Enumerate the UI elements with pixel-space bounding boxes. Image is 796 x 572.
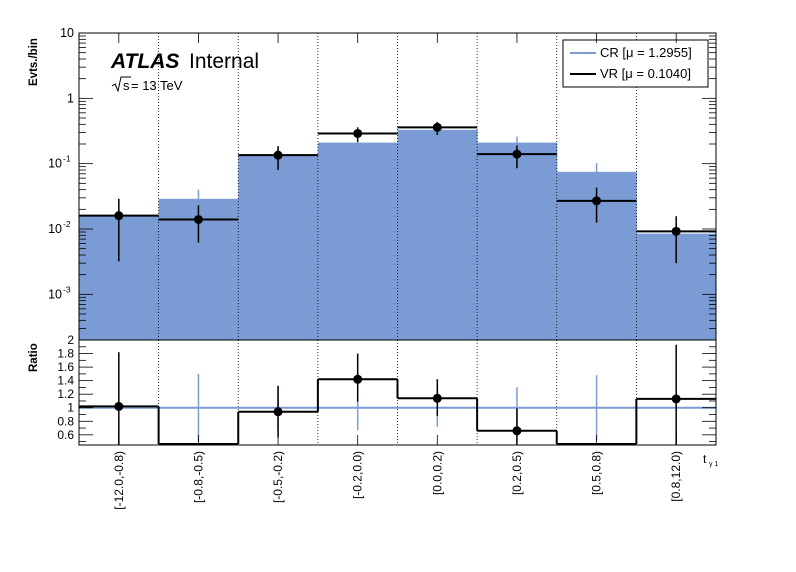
vr-point-7 bbox=[671, 226, 681, 236]
cr-histogram-fill bbox=[79, 129, 717, 340]
x-tick-label: [0.5,0.8) bbox=[590, 451, 604, 495]
energy-s: s bbox=[123, 78, 130, 93]
cr-bar-2 bbox=[238, 154, 319, 340]
ratio-point-7 bbox=[671, 394, 681, 404]
experiment-label: ATLAS bbox=[110, 50, 179, 73]
vr-point-0 bbox=[114, 211, 124, 221]
ratio-y-tick-label: 1.4 bbox=[57, 374, 74, 388]
vr-point-3 bbox=[353, 128, 363, 138]
ratio-frame bbox=[78, 339, 717, 446]
ratio-y-tick-label: 1.6 bbox=[57, 360, 74, 374]
ratio-y-tick-label: 1.8 bbox=[57, 347, 74, 361]
x-axis-title-subscript: γ 1 bbox=[709, 461, 718, 468]
main-y-tick-label: 1 bbox=[67, 91, 74, 105]
x-axis-title: t bbox=[703, 452, 707, 466]
status-label: Internal bbox=[189, 50, 259, 73]
ratio-panel: 21.81.61.41.210.80.6 Ratio [-12.0,-0.8)[… bbox=[28, 33, 718, 510]
vr-series bbox=[79, 121, 716, 264]
ratio-y-tick-label: 1 bbox=[67, 401, 74, 415]
ratio-y-axis: 21.81.61.41.210.80.6 bbox=[57, 333, 716, 443]
sqrt-sign bbox=[111, 76, 131, 93]
ratio-y-axis-label: Ratio bbox=[28, 343, 40, 372]
x-tick-label: [0.0,0.2) bbox=[430, 451, 444, 495]
main-y-tick-exponent: -1 bbox=[63, 154, 71, 164]
vr-point-2 bbox=[273, 150, 283, 160]
legend-vr-label: VR [μ = 0.1040] bbox=[600, 66, 691, 81]
ratio-y-tick-label: 1.2 bbox=[57, 387, 74, 401]
legend-cr-label: CR [μ = 1.2955] bbox=[600, 45, 692, 60]
ratio-point-2 bbox=[273, 407, 283, 417]
main-y-tick-label: 10 bbox=[48, 287, 62, 301]
x-tick-label: [-0.5,-0.2) bbox=[271, 451, 285, 503]
cr-bar-5 bbox=[477, 142, 558, 340]
vr-point-6 bbox=[592, 196, 602, 206]
x-tick-label: [-0.2,0.0) bbox=[351, 451, 365, 499]
x-tick-label: [-12.0,-0.8) bbox=[112, 451, 126, 510]
x-tick-label: [-0.8,-0.5) bbox=[191, 451, 205, 503]
main-y-tick-label: 10 bbox=[48, 222, 62, 236]
main-y-tick-exponent: -3 bbox=[63, 284, 71, 294]
ratio-point-3 bbox=[353, 374, 363, 384]
ratio-point-0 bbox=[114, 401, 124, 411]
atlas-label: ATLAS Internal s = 13 TeV bbox=[110, 50, 259, 93]
main-y-tick-label: 10 bbox=[48, 157, 62, 171]
ratio-y-tick-label: 0.6 bbox=[57, 428, 74, 442]
vr-point-1 bbox=[193, 214, 203, 224]
ratio-y-tick-label: 2 bbox=[67, 333, 74, 347]
legend-box bbox=[562, 39, 709, 88]
ratio-vr-series bbox=[79, 344, 716, 445]
x-tick-label: [0.2,0.5) bbox=[510, 451, 524, 495]
x-axis: [-12.0,-0.8) [-0.8,-0.5) [-0.5,-0.2) [-0.2,… bbox=[112, 33, 683, 510]
main-y-tick-exponent: -2 bbox=[63, 219, 71, 229]
ratio-point-5 bbox=[512, 426, 522, 436]
cr-bar-3 bbox=[317, 142, 398, 340]
vr-point-5 bbox=[512, 149, 522, 159]
main-y-tick-label: 10 bbox=[60, 26, 74, 40]
energy-label: = 13 TeV bbox=[131, 78, 183, 93]
cr-bar-4 bbox=[397, 129, 478, 340]
ratio-point-4 bbox=[432, 393, 442, 403]
ratio-y-tick-label: 0.8 bbox=[57, 414, 74, 428]
x-tick-label: [0.8,12.0) bbox=[669, 451, 683, 502]
vr-point-4 bbox=[432, 122, 442, 132]
main-y-axis-label: Evts./bin bbox=[28, 38, 40, 86]
legend: CR [μ = 1.2955] VR [μ = 0.1040] bbox=[562, 39, 709, 88]
